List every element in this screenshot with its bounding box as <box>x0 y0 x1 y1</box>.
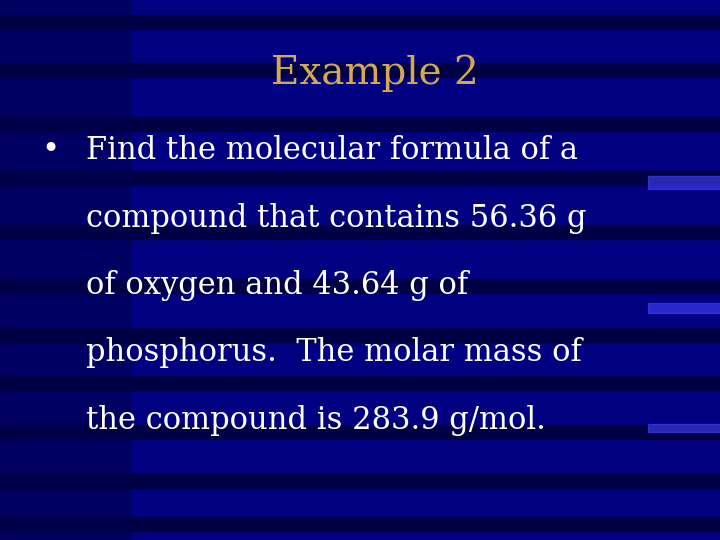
Text: of oxygen and 43.64 g of: of oxygen and 43.64 g of <box>86 270 469 301</box>
Text: compound that contains 56.36 g: compound that contains 56.36 g <box>86 202 587 233</box>
Bar <box>0 171 720 185</box>
Bar <box>0 225 720 239</box>
Text: Example 2: Example 2 <box>271 54 478 91</box>
Bar <box>648 424 720 432</box>
Bar <box>0 15 720 29</box>
Bar <box>0 517 720 531</box>
Bar <box>0 376 720 390</box>
Bar <box>0 279 720 293</box>
Bar <box>0 117 720 131</box>
Text: •: • <box>41 135 60 166</box>
Text: phosphorus.  The molar mass of: phosphorus. The molar mass of <box>86 338 582 368</box>
Bar <box>0 0 130 540</box>
Text: the compound is 283.9 g/mol.: the compound is 283.9 g/mol. <box>86 405 546 436</box>
Bar <box>648 303 720 313</box>
Bar <box>0 474 720 488</box>
Bar <box>648 176 720 189</box>
Text: Find the molecular formula of a: Find the molecular formula of a <box>86 135 578 166</box>
Bar <box>0 63 720 77</box>
Bar <box>0 425 720 439</box>
Bar <box>0 328 720 342</box>
